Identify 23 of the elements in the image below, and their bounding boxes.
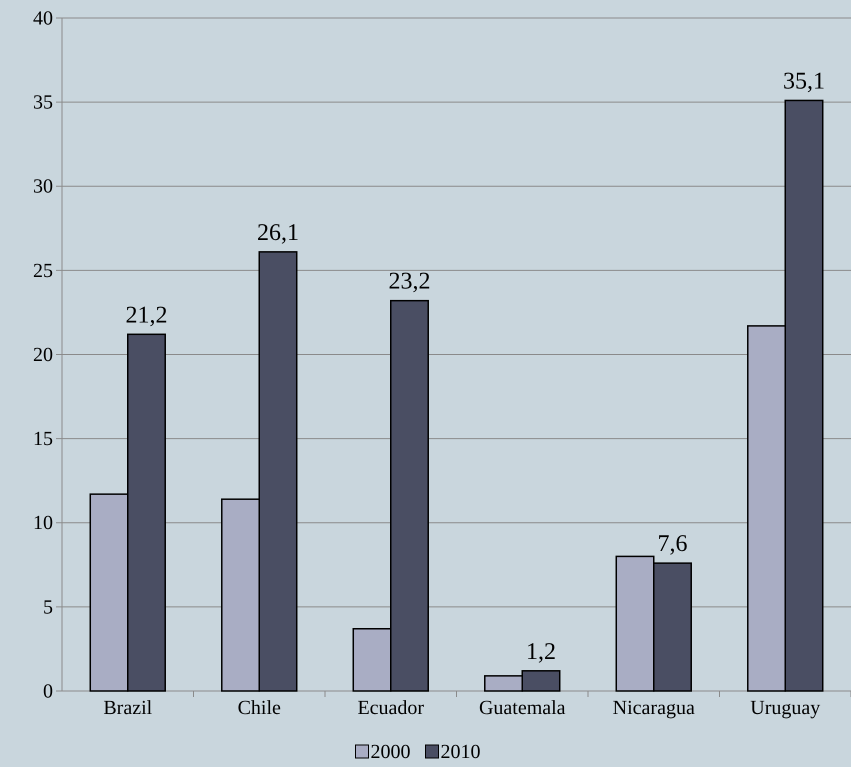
y-tick-label: 15 — [33, 428, 53, 450]
legend-label: 2000 — [370, 741, 410, 763]
x-tick-label: Brazil — [103, 697, 153, 719]
x-tick-label: Chile — [238, 697, 282, 719]
data-label: 7,6 — [657, 531, 688, 558]
y-tick-label: 0 — [43, 680, 53, 702]
y-tick-label: 10 — [33, 512, 53, 534]
y-tick-label: 5 — [43, 596, 53, 618]
data-label: 26,1 — [256, 220, 299, 246]
y-tick-label: 40 — [33, 7, 53, 30]
data-label: 35,1 — [782, 68, 825, 94]
y-tick-label: 30 — [33, 176, 53, 198]
x-tick-label: Guatemala — [478, 697, 566, 719]
y-tick-label: 20 — [33, 344, 53, 366]
legend-label: 2010 — [440, 741, 480, 763]
data-label: 1,2 — [526, 638, 556, 665]
data-label: 21,2 — [125, 302, 168, 328]
y-tick-label: 25 — [33, 260, 53, 282]
x-tick-label: Ecuador — [357, 697, 424, 719]
y-tick-label: 35 — [33, 92, 53, 114]
data-label: 23,2 — [388, 268, 430, 295]
x-tick-label: Nicaragua — [612, 697, 695, 719]
x-tick-label: Uruguay — [750, 697, 820, 719]
